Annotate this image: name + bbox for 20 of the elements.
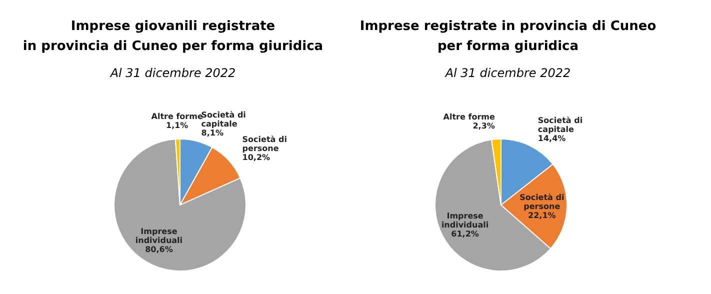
- data-label: 2,3%: [472, 121, 495, 130]
- data-label: 61,2%: [451, 229, 479, 238]
- data-label: 8,1%: [201, 128, 224, 138]
- chart-subtitle: Al 31 dicembre 2022: [109, 66, 236, 80]
- data-label: 14,4%: [538, 134, 566, 144]
- slice-label: Imprese individuali: [441, 211, 489, 230]
- data-label: 1,1%: [166, 121, 188, 130]
- slice-label: Società di capitale: [538, 116, 583, 134]
- slice-label: Società di persone: [520, 193, 564, 212]
- data-label: 22,1%: [528, 211, 556, 220]
- slice-label: Società di persone: [242, 134, 288, 153]
- slice-label: Imprese individuali: [135, 227, 183, 246]
- slice-label: Società di capitale: [201, 110, 246, 128]
- chart-title: Imprese registrate in provincia di Cuneo per forma giuridica: [360, 19, 656, 54]
- chart-subtitle: Al 31 dicembre 2022: [444, 66, 571, 80]
- slice-label: Altre forme: [151, 112, 204, 122]
- data-label: 10,2%: [242, 152, 270, 162]
- chart-title: Imprese giovanili registrate in provincia di Cuneo per forma giuridica: [22, 19, 324, 54]
- data-label: 80,6%: [145, 245, 173, 254]
- slice-label: Altre forme: [443, 112, 496, 122]
